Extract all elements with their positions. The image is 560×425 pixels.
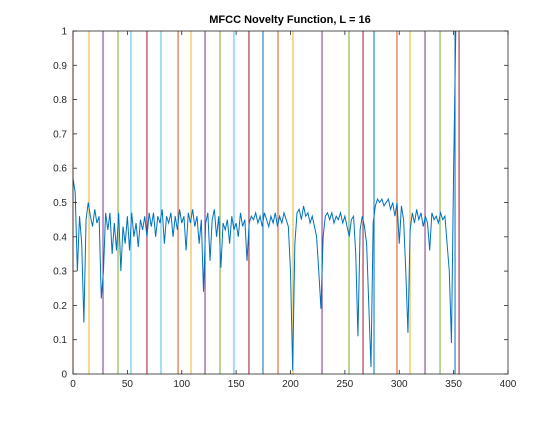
- x-tick-label: 0: [70, 379, 76, 390]
- y-tick-label: 0.7: [53, 129, 67, 140]
- x-tick-label: 400: [500, 379, 517, 390]
- y-tick-label: 0.2: [53, 301, 67, 312]
- x-tick-label: 50: [122, 379, 134, 390]
- y-tick-label: 0.6: [53, 164, 67, 175]
- y-tick-label: 1: [61, 27, 67, 38]
- y-tick-label: 0.5: [53, 198, 67, 209]
- y-tick-label: 0.3: [53, 267, 67, 278]
- y-tick-label: 0: [61, 370, 67, 381]
- x-tick-label: 100: [173, 379, 190, 390]
- x-tick-label: 200: [282, 379, 299, 390]
- y-tick-label: 0.1: [53, 335, 67, 346]
- chart-title: MFCC Novelty Function, L = 16: [209, 14, 370, 26]
- y-tick-label: 0.8: [53, 95, 67, 106]
- x-tick-label: 350: [445, 379, 462, 390]
- x-tick-label: 300: [391, 379, 408, 390]
- plot-area: [73, 31, 508, 374]
- x-tick-label: 250: [337, 379, 354, 390]
- data-line: [72, 30, 457, 371]
- y-tick-label: 0.4: [53, 232, 67, 243]
- y-tick-label: 0.9: [53, 61, 67, 72]
- x-tick-label: 150: [228, 379, 245, 390]
